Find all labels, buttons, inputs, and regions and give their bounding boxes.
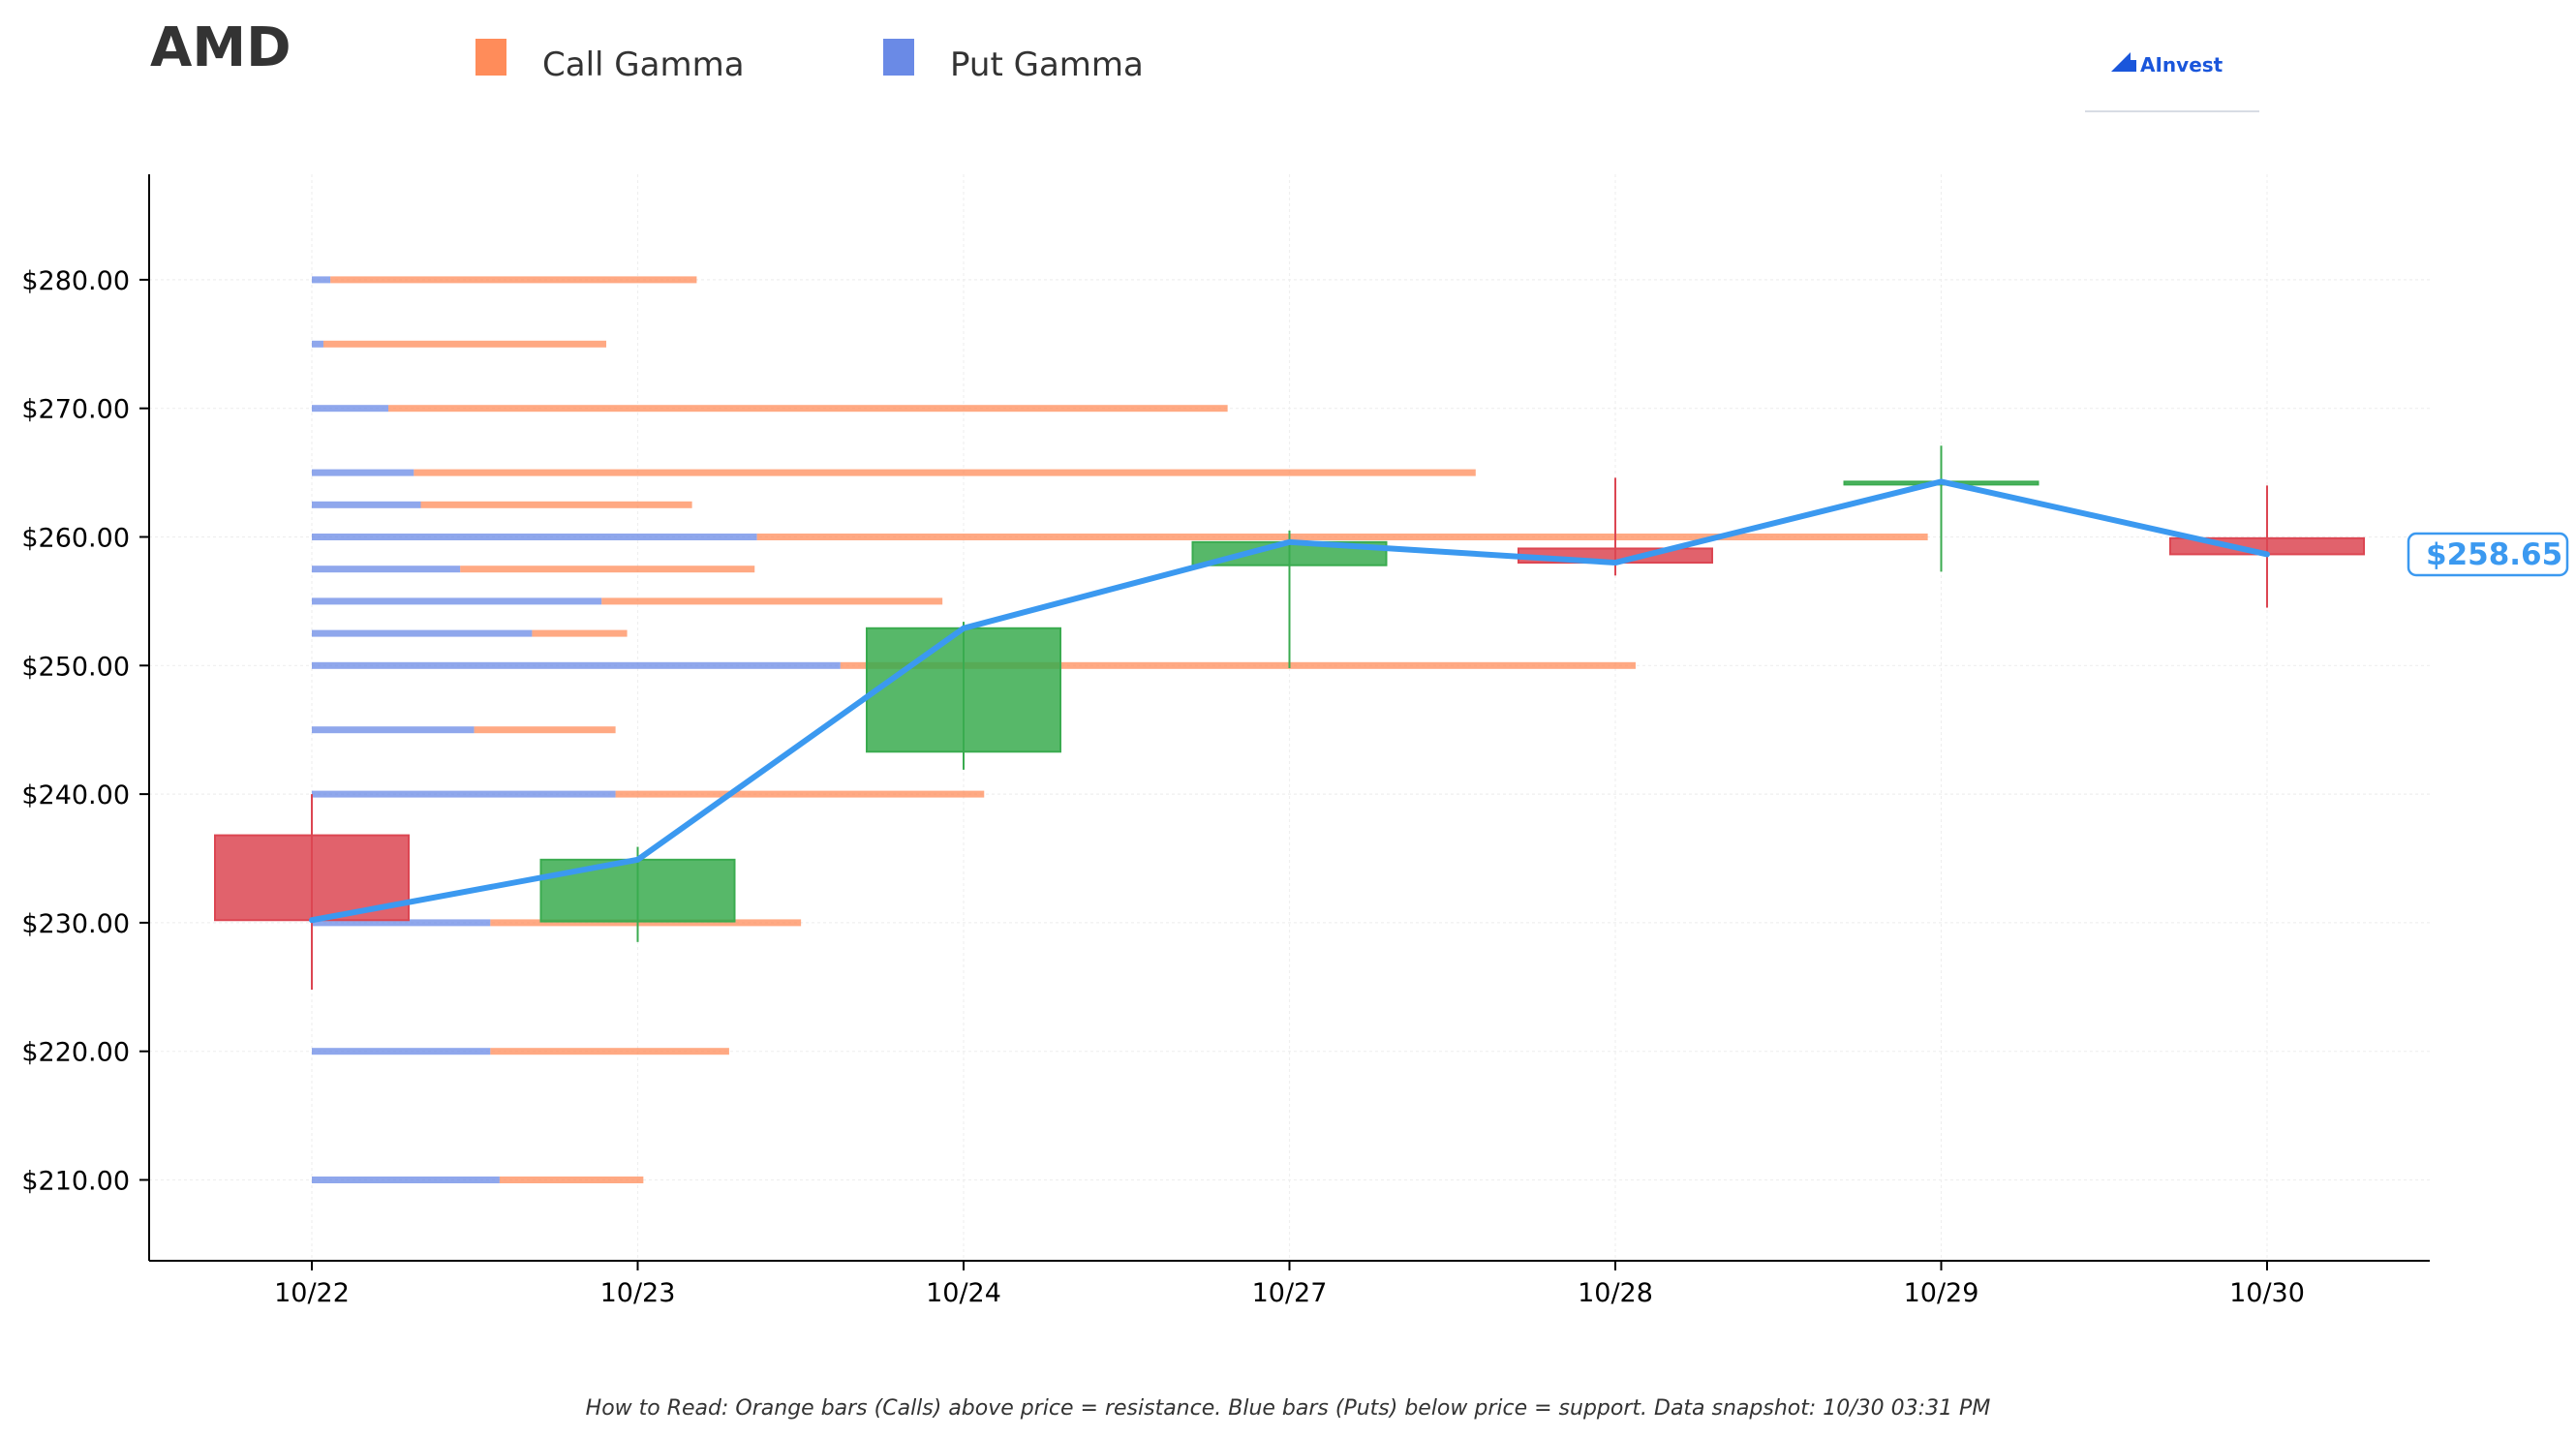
legend: Call Gamma Put Gamma xyxy=(475,39,1144,84)
put-gamma-bar xyxy=(312,276,331,284)
y-tick-label: $260.00 xyxy=(21,524,130,554)
call-gamma-bar xyxy=(474,726,616,734)
y-tick-label: $280.00 xyxy=(21,266,130,296)
x-tick-label: 10/23 xyxy=(600,1278,676,1308)
put-gamma-bar xyxy=(312,726,475,734)
put-gamma-bar xyxy=(312,790,616,798)
candlesticks xyxy=(214,445,2365,990)
put-gamma-bar xyxy=(312,501,421,508)
put-gamma-bar xyxy=(312,597,602,605)
chart-title: AMD xyxy=(150,16,291,79)
call-gamma-bar xyxy=(532,629,628,637)
put-gamma-bar xyxy=(312,405,389,413)
put-gamma-bar xyxy=(312,1177,500,1183)
call-gamma-bar xyxy=(490,1048,729,1055)
current-price-tag-box xyxy=(2407,532,2569,577)
x-tick-label: 10/24 xyxy=(926,1278,1001,1308)
current-price-tag-label: $258.65 xyxy=(2426,537,2562,572)
put-gamma-bar xyxy=(312,629,533,637)
call-gamma-bar xyxy=(388,405,1228,413)
y-tick-label: $230.00 xyxy=(21,909,130,939)
put-gamma-bar xyxy=(312,1048,491,1055)
gamma-bars xyxy=(312,276,1928,1183)
call-gamma-bar xyxy=(756,534,1928,540)
current-price-tag: $258.65 xyxy=(2407,532,2569,577)
x-tick-label: 10/28 xyxy=(1578,1278,1653,1308)
call-gamma-bar xyxy=(414,469,1476,476)
candle-body xyxy=(866,627,1061,753)
call-gamma-bar xyxy=(490,919,802,927)
put-gamma-bar xyxy=(312,469,414,476)
put-gamma-bar xyxy=(312,566,461,573)
call-gamma-legend-label: Call Gamma xyxy=(542,46,745,84)
x-tick-label: 10/22 xyxy=(274,1278,350,1308)
call-gamma-bar xyxy=(499,1177,644,1183)
ainvest-logo-icon xyxy=(2111,52,2136,72)
put-gamma-bar xyxy=(312,534,757,540)
call-gamma-bar xyxy=(330,276,697,284)
call-gamma-bar xyxy=(420,501,692,508)
y-tick-label: $240.00 xyxy=(21,780,130,810)
x-tick-label: 10/27 xyxy=(1252,1278,1328,1308)
call-gamma-bar xyxy=(615,790,985,798)
call-gamma-bar xyxy=(322,340,607,348)
y-tick-label: $210.00 xyxy=(21,1167,130,1197)
put-gamma-legend-label: Put Gamma xyxy=(950,46,1144,84)
ainvest-logo-text: AInvest xyxy=(2140,53,2223,76)
put-gamma-bar xyxy=(312,661,841,669)
call-gamma-legend-swatch xyxy=(475,39,506,76)
x-tick-label: 10/29 xyxy=(1904,1278,1979,1308)
call-gamma-bar xyxy=(460,566,755,573)
put-gamma-bar xyxy=(312,340,323,348)
x-ticks: 10/22 10/23 10/24 10/27 10/28 10/29 10/30 xyxy=(274,1261,2305,1308)
price-line-layer xyxy=(309,478,2270,924)
call-gamma-bar xyxy=(840,661,1636,669)
call-gamma-bar xyxy=(601,597,943,605)
put-gamma-bar xyxy=(312,919,491,927)
grid-lines xyxy=(149,174,2430,1261)
y-tick-label: $220.00 xyxy=(21,1038,130,1068)
ainvest-logo: AInvest xyxy=(2085,52,2259,112)
put-gamma-legend-swatch xyxy=(883,39,914,76)
x-tick-label: 10/30 xyxy=(2229,1278,2305,1308)
candle-body xyxy=(539,858,736,923)
y-tick-label: $270.00 xyxy=(21,395,130,425)
y-tick-label: $250.00 xyxy=(21,652,130,682)
y-ticks: $210.00 $220.00 $230.00 $240.00 $250.00 $260.… xyxy=(21,266,149,1197)
price-line xyxy=(309,478,2270,924)
footer-note: How to Read: Orange bars (Calls) above p… xyxy=(586,1396,1991,1421)
